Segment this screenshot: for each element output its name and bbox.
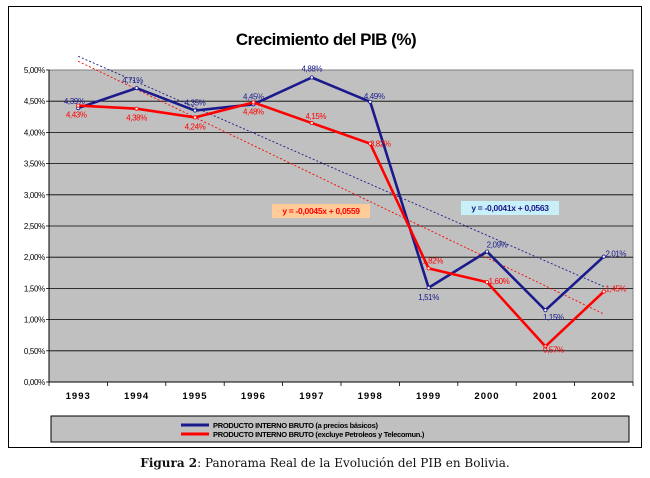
data-point (543, 308, 548, 313)
pib-line-chart: Crecimiento del PIB (%) 0,00% 0,50% 1,00% 1… (24, 30, 634, 443)
data-label: 4,48% (243, 107, 264, 116)
trend-equation-box-1 (272, 204, 370, 218)
y-tick-label: 5,00% (24, 66, 45, 75)
data-label: 4,35% (185, 99, 206, 108)
chart-title: Crecimiento del PIB (%) (236, 30, 416, 49)
y-tick-label: 1,00% (24, 316, 45, 325)
y-axis-ticks: 0,00% 0,50% 1,00% 1,50% 2,00% 2,50% 3,00% 3,50%… (24, 66, 50, 387)
legend-box (50, 415, 630, 443)
trend-equation-box-0 (461, 201, 559, 215)
chart-frame: Crecimiento del PIB (%) 0,00% 0,50% 1,00% 1… (8, 6, 642, 448)
data-point (426, 266, 431, 271)
data-label: 4,49% (364, 92, 385, 101)
series-line-1 (78, 101, 605, 349)
data-point (601, 254, 606, 259)
data-label: 4,15% (305, 112, 326, 121)
y-tick-label: 0,00% (24, 378, 45, 387)
data-label: 4,38% (126, 114, 147, 123)
data-point (251, 100, 256, 105)
trendlines (78, 55, 604, 315)
data-point (368, 99, 373, 104)
x-tick-label: 1997 (299, 391, 324, 402)
data-label: 1,60% (489, 277, 510, 286)
y-tick-label: 0,50% (24, 347, 45, 356)
data-label: 4,88% (301, 64, 322, 73)
y-tick-label: 1,50% (24, 284, 45, 293)
data-point (192, 115, 197, 120)
data-label: 4,45% (243, 92, 264, 101)
trendline-1 (78, 60, 604, 315)
data-point (368, 141, 373, 146)
x-tick-label: 1999 (416, 391, 441, 402)
legend-label-0: PRODUCTO INTERNO BRUTO (a precios básico… (213, 421, 378, 430)
data-labels: 4,39% 4,71% 4,35% 4,45% 4,88% 4,49% 1,51% 2,09%… (64, 64, 627, 354)
caption-text: : Panorama Real de la Evolución del PIB … (197, 456, 510, 470)
legend: PRODUCTO INTERNO BRUTO (a precios básico… (50, 415, 630, 443)
x-tick-label: 2000 (474, 391, 499, 402)
y-tick-label: 2,50% (24, 222, 45, 231)
x-tick-label: 1994 (124, 391, 149, 402)
data-point (76, 103, 81, 108)
data-point (134, 86, 139, 91)
x-tick-label: 1995 (182, 391, 207, 402)
data-label: 1,51% (418, 293, 439, 302)
y-tick-label: 4,50% (24, 97, 45, 106)
data-label: 4,24% (185, 122, 206, 131)
data-label: 2,01% (605, 250, 626, 259)
x-tick-label: 2001 (533, 391, 558, 402)
series-line-0 (77, 76, 605, 313)
data-label: 1,15% (543, 313, 564, 322)
data-label: 3,82% (370, 140, 391, 149)
data-label: 1,82% (422, 256, 443, 265)
series-lines (76, 75, 606, 349)
x-axis-ticks: 1993 1994 1995 1996 1997 1998 1999 2000 2001 2002 (48, 381, 634, 402)
y-tick-label: 3,00% (24, 191, 45, 200)
data-point (309, 121, 314, 126)
data-point (134, 106, 139, 111)
data-label: 0,57% (543, 345, 564, 354)
caption-label: Figura 2 (140, 456, 198, 470)
trend-equation-1: y = -0,0045x + 0,0559 (282, 206, 360, 216)
y-tick-label: 3,50% (24, 160, 45, 169)
gridlines (49, 100, 633, 352)
x-tick-label: 1998 (358, 391, 383, 402)
y-tick-label: 2,00% (24, 253, 45, 262)
data-point (601, 289, 606, 294)
figure-caption: Figura 2: Panorama Real de la Evolución … (0, 456, 650, 470)
data-point (426, 285, 431, 290)
y-tick-label: 4,00% (24, 128, 45, 137)
data-label: 4,39% (64, 97, 85, 106)
data-label: 4,43% (66, 111, 87, 120)
data-point (192, 108, 197, 113)
data-label: 2,09% (487, 241, 508, 250)
data-point (543, 344, 548, 349)
x-tick-label: 1996 (241, 391, 266, 402)
data-label: 4,71% (122, 76, 143, 85)
legend-label-1: PRODUCTO INTERNO BRUTO (excluye Petroleo… (213, 430, 425, 439)
data-label: 1,45% (605, 285, 626, 294)
x-tick-label: 1993 (66, 391, 91, 402)
data-point (484, 249, 489, 254)
data-point (309, 75, 314, 80)
data-point (484, 280, 489, 285)
trend-equations: y = -0,0041x + 0,0563 y = -0,0045x + 0,05… (272, 201, 559, 218)
trend-equation-0: y = -0,0041x + 0,0563 (471, 203, 549, 213)
x-tick-label: 2002 (591, 391, 616, 402)
